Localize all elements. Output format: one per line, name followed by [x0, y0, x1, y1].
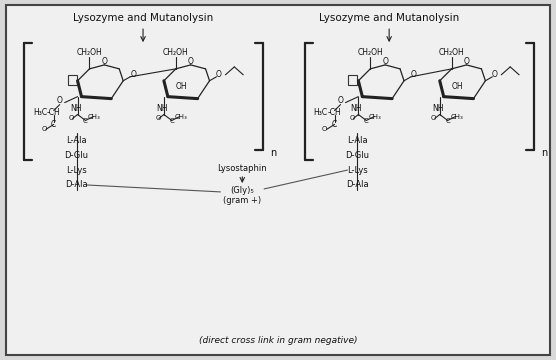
Text: L-Lys: L-Lys: [347, 166, 368, 175]
Text: NH: NH: [70, 104, 81, 113]
Text: (gram +): (gram +): [223, 196, 261, 205]
Text: O: O: [188, 57, 193, 66]
Text: O: O: [337, 96, 344, 105]
Text: O: O: [492, 70, 497, 79]
FancyBboxPatch shape: [6, 5, 550, 355]
Text: D-Glu: D-Glu: [345, 151, 369, 160]
Text: CH₂OH: CH₂OH: [163, 49, 188, 58]
Text: L-Ala: L-Ala: [66, 136, 87, 145]
Text: O: O: [411, 70, 417, 79]
Text: O: O: [464, 57, 469, 66]
Text: n: n: [270, 148, 276, 158]
Text: (direct cross link in gram negative): (direct cross link in gram negative): [198, 336, 358, 345]
Text: L-Lys: L-Lys: [66, 166, 87, 175]
Text: D-Ala: D-Ala: [65, 180, 88, 189]
Bar: [68, 75, 77, 85]
Text: C: C: [332, 120, 337, 129]
Text: O: O: [41, 126, 47, 132]
Text: C: C: [170, 118, 174, 125]
Text: C: C: [364, 118, 369, 125]
Text: CH₃: CH₃: [175, 114, 187, 121]
Text: O: O: [155, 116, 161, 121]
Text: NH: NH: [351, 104, 362, 113]
Text: C: C: [445, 118, 450, 125]
Text: C: C: [83, 118, 88, 125]
Text: -CH: -CH: [327, 108, 341, 117]
Text: D-Ala: D-Ala: [346, 180, 369, 189]
Text: O: O: [57, 96, 63, 105]
Text: OH: OH: [452, 82, 463, 91]
Text: O: O: [69, 116, 75, 121]
Text: O: O: [350, 116, 355, 121]
Text: O: O: [101, 57, 107, 66]
Text: Lysozyme and Mutanolysin: Lysozyme and Mutanolysin: [73, 13, 213, 23]
Text: OH: OH: [176, 82, 187, 91]
Text: CH₃: CH₃: [369, 114, 381, 121]
Text: Lysozyme and Mutanolysin: Lysozyme and Mutanolysin: [319, 13, 459, 23]
Text: CH₃: CH₃: [88, 114, 101, 121]
Text: CH₃: CH₃: [450, 114, 463, 121]
Text: Lysostaphin: Lysostaphin: [217, 163, 267, 172]
Text: CH₂OH: CH₂OH: [439, 49, 464, 58]
Text: C: C: [51, 120, 56, 129]
Bar: [349, 75, 358, 85]
Text: H₃C: H₃C: [33, 108, 47, 117]
Text: NH: NH: [432, 104, 444, 113]
Text: O: O: [216, 70, 221, 79]
Text: O: O: [322, 126, 327, 132]
Text: CH₂OH: CH₂OH: [358, 49, 383, 58]
Text: (Gly)₅: (Gly)₅: [230, 186, 254, 195]
Text: O: O: [431, 116, 436, 121]
Text: -CH: -CH: [47, 108, 61, 117]
Text: D-Glu: D-Glu: [64, 151, 88, 160]
Text: n: n: [541, 148, 547, 158]
Text: O: O: [382, 57, 388, 66]
Text: L-Ala: L-Ala: [347, 136, 368, 145]
Text: CH₂OH: CH₂OH: [77, 49, 102, 58]
Text: H₃C: H₃C: [314, 108, 327, 117]
Text: NH: NH: [156, 104, 168, 113]
Text: O: O: [130, 70, 136, 79]
